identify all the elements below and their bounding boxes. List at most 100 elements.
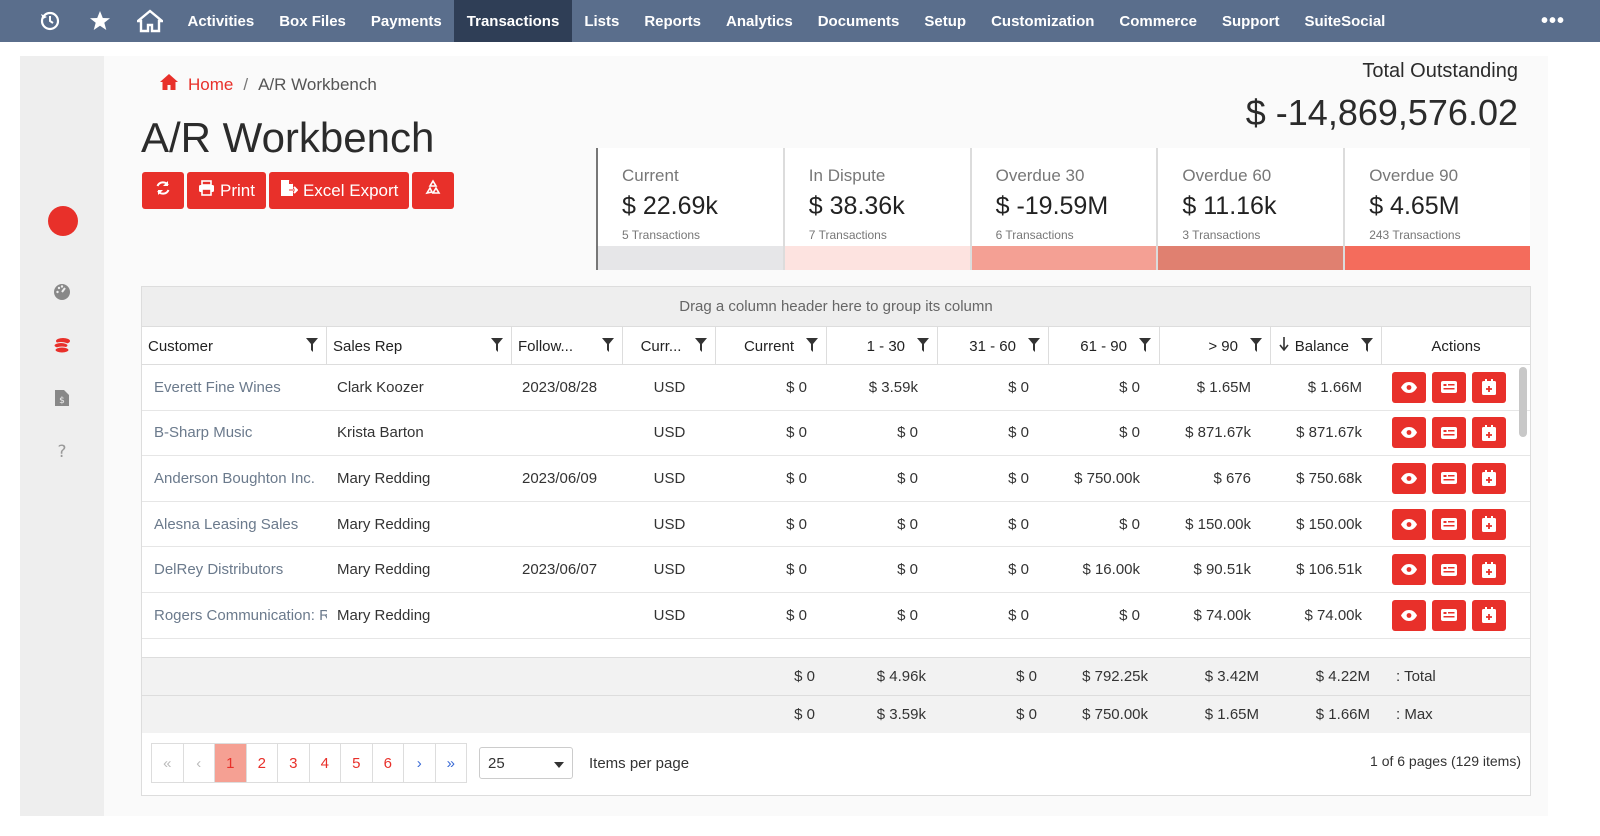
- aging-card-overdue-60[interactable]: Overdue 60 $ 11.16k 3 Transactions: [1158, 148, 1346, 270]
- table-row[interactable]: Anderson Boughton Inc. Mary Redding 2023…: [142, 456, 1530, 502]
- items-per-page-select[interactable]: 25: [479, 747, 573, 779]
- nav-reports[interactable]: Reports: [644, 12, 702, 30]
- help-icon[interactable]: ?: [52, 441, 72, 461]
- home-icon[interactable]: [160, 74, 178, 95]
- cell-customer[interactable]: B-Sharp Music: [154, 424, 253, 442]
- main-content: Home / A/R Workbench A/R Workbench Print…: [104, 56, 1548, 816]
- nav-box-files[interactable]: Box Files: [279, 12, 346, 30]
- card-count: 3 Transactions: [1182, 228, 1261, 242]
- nav-activities[interactable]: Activities: [187, 12, 255, 30]
- recent-icon[interactable]: [25, 0, 75, 42]
- filter-icon[interactable]: [491, 338, 503, 356]
- cell-customer[interactable]: Alesna Leasing Sales: [154, 515, 299, 533]
- schedule-button[interactable]: [1471, 462, 1506, 494]
- page-button-6[interactable]: 6: [371, 743, 404, 783]
- table-row[interactable]: Everett Fine Wines Clark Koozer 2023/08/…: [142, 365, 1530, 411]
- group-drop-zone[interactable]: Drag a column header here to group its c…: [142, 287, 1530, 327]
- nav-payments[interactable]: Payments: [370, 12, 442, 30]
- aging-card-current[interactable]: Current $ 22.69k 5 Transactions: [598, 148, 785, 270]
- nav-commerce[interactable]: Commerce: [1119, 12, 1197, 30]
- schedule-button[interactable]: [1471, 371, 1506, 403]
- refresh-button[interactable]: [142, 172, 184, 209]
- aging-card-overdue-30[interactable]: Overdue 30 $ -19.59M 6 Transactions: [971, 148, 1159, 270]
- page-button-1[interactable]: 1: [214, 743, 247, 783]
- card-bar: [598, 246, 783, 270]
- details-button[interactable]: [1431, 508, 1466, 540]
- details-button[interactable]: [1431, 417, 1466, 449]
- aging-card-in-dispute[interactable]: In Dispute $ 38.36k 7 Transactions: [784, 148, 972, 270]
- nav-analytics[interactable]: Analytics: [726, 12, 793, 30]
- view-button[interactable]: [1391, 508, 1426, 540]
- nav-support[interactable]: Support: [1221, 12, 1280, 30]
- column-header-current[interactable]: Current: [716, 327, 827, 365]
- table-row[interactable]: DelRey Distributors Mary Redding 2023/06…: [142, 547, 1530, 593]
- dashboard-icon[interactable]: [52, 282, 72, 302]
- recycle-button[interactable]: [412, 172, 455, 209]
- invoice-icon[interactable]: $: [52, 388, 72, 408]
- details-button[interactable]: [1431, 371, 1466, 403]
- coins-icon[interactable]: [52, 335, 72, 355]
- column-header-sales-rep[interactable]: Sales Rep: [327, 327, 512, 365]
- details-button[interactable]: [1431, 462, 1466, 494]
- more-menu-button[interactable]: •••: [1540, 9, 1565, 32]
- next-page-button[interactable]: ›: [403, 743, 436, 783]
- column-header-over-90[interactable]: > 90: [1160, 327, 1271, 365]
- nav-customization[interactable]: Customization: [991, 12, 1095, 30]
- column-header-currency[interactable]: Curr...: [623, 327, 716, 365]
- details-button[interactable]: [1431, 599, 1466, 631]
- svg-text:$: $: [59, 396, 65, 406]
- details-button[interactable]: [1431, 554, 1466, 586]
- column-header-follow-up[interactable]: Follow...: [512, 327, 623, 365]
- schedule-button[interactable]: [1471, 554, 1506, 586]
- schedule-button[interactable]: [1471, 508, 1506, 540]
- filter-icon[interactable]: [695, 338, 707, 356]
- cell-customer[interactable]: Anderson Boughton Inc.: [154, 469, 315, 487]
- view-button[interactable]: [1391, 417, 1426, 449]
- status-dot-icon[interactable]: [48, 206, 78, 236]
- column-header-61-90[interactable]: 61 - 90: [1049, 327, 1160, 365]
- page-button-2[interactable]: 2: [245, 743, 278, 783]
- filter-icon[interactable]: [306, 338, 318, 356]
- schedule-button[interactable]: [1471, 417, 1506, 449]
- grid-scrollbar[interactable]: [1519, 367, 1527, 437]
- aging-card-overdue-90[interactable]: Overdue 90 $ 4.65M 243 Transactions: [1345, 148, 1530, 270]
- column-header-1-30[interactable]: 1 - 30: [827, 327, 938, 365]
- view-button[interactable]: [1391, 462, 1426, 494]
- star-icon[interactable]: [75, 0, 125, 42]
- page-button-3[interactable]: 3: [277, 743, 310, 783]
- cell-customer[interactable]: Rogers Communication: Re: [154, 606, 327, 624]
- print-button[interactable]: Print: [187, 172, 266, 209]
- view-button[interactable]: [1391, 554, 1426, 586]
- filter-icon[interactable]: [1028, 338, 1040, 356]
- page-button-4[interactable]: 4: [308, 743, 341, 783]
- column-header-31-60[interactable]: 31 - 60: [938, 327, 1049, 365]
- nav-setup[interactable]: Setup: [924, 12, 967, 30]
- table-row[interactable]: Rogers Communication: Re Mary Redding US…: [142, 593, 1530, 639]
- nav-documents[interactable]: Documents: [817, 12, 900, 30]
- last-page-button[interactable]: »: [434, 743, 467, 783]
- nav-lists[interactable]: Lists: [584, 12, 620, 30]
- breadcrumb-home-link[interactable]: Home: [188, 74, 234, 94]
- filter-icon[interactable]: [1361, 338, 1373, 356]
- view-button[interactable]: [1391, 371, 1426, 403]
- page-button-5[interactable]: 5: [340, 743, 373, 783]
- excel-export-button[interactable]: Excel Export: [268, 172, 410, 209]
- prev-page-button[interactable]: ‹: [182, 743, 215, 783]
- table-row[interactable]: B-Sharp Music Krista Barton USD $ 0 $ 0 …: [142, 411, 1530, 457]
- schedule-button[interactable]: [1471, 599, 1506, 631]
- column-header-customer[interactable]: Customer: [142, 327, 327, 365]
- table-row[interactable]: Alesna Leasing Sales Mary Redding USD $ …: [142, 502, 1530, 548]
- cell-customer[interactable]: DelRey Distributors: [154, 561, 284, 579]
- view-button[interactable]: [1391, 599, 1426, 631]
- column-header-balance[interactable]: Balance: [1271, 327, 1382, 365]
- first-page-button[interactable]: «: [151, 743, 184, 783]
- cell-customer[interactable]: Everett Fine Wines: [154, 378, 281, 396]
- filter-icon[interactable]: [806, 338, 818, 356]
- filter-icon[interactable]: [602, 338, 614, 356]
- filter-icon[interactable]: [1139, 338, 1151, 356]
- nav-suitesocial[interactable]: SuiteSocial: [1304, 12, 1386, 30]
- filter-icon[interactable]: [917, 338, 929, 356]
- nav-transactions[interactable]: Transactions: [454, 0, 572, 42]
- filter-icon[interactable]: [1250, 338, 1262, 356]
- home-icon[interactable]: [125, 0, 175, 42]
